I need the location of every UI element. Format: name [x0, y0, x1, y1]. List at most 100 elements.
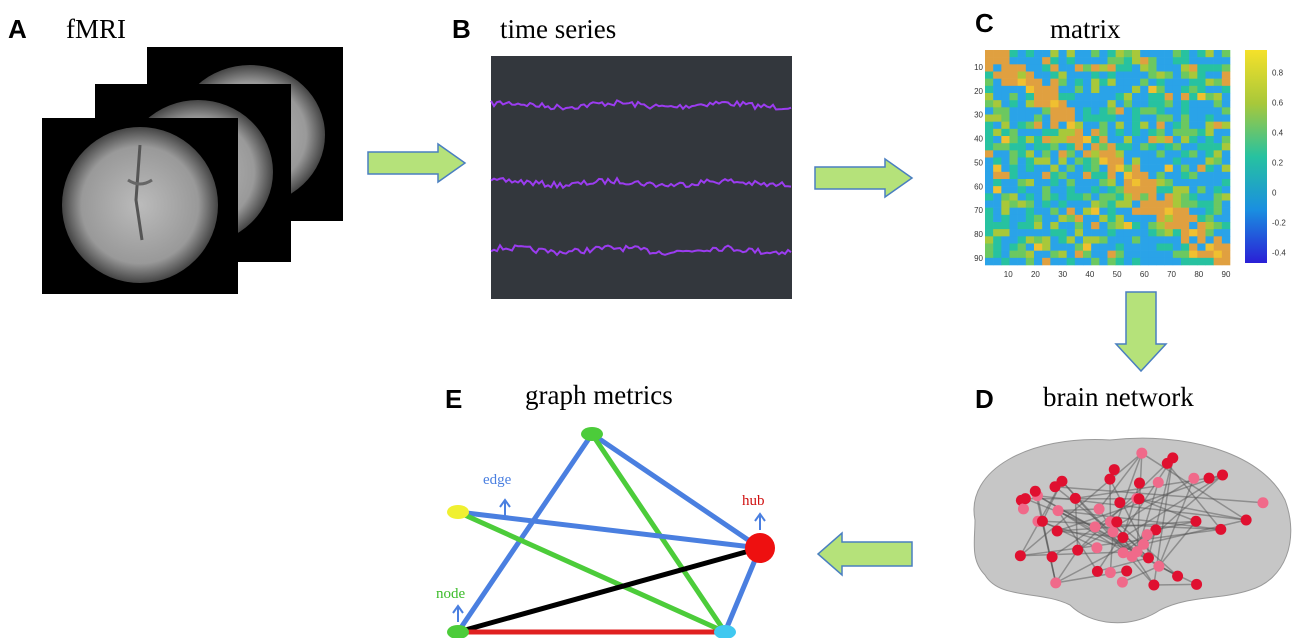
matrix-cell [1189, 57, 1197, 64]
matrix-cell [1034, 158, 1042, 165]
matrix-cell [1042, 72, 1050, 79]
matrix-cell [1026, 107, 1034, 114]
matrix-cell [1099, 64, 1107, 71]
matrix-cell [1132, 179, 1140, 186]
matrix-cell [1050, 215, 1058, 222]
matrix-cell [1132, 143, 1140, 150]
matrix-cell [993, 158, 1001, 165]
matrix-cell [1018, 72, 1026, 79]
matrix-cell [1083, 72, 1091, 79]
matrix-cell [1189, 258, 1197, 265]
network-node [1015, 550, 1026, 561]
matrix-cell [1034, 208, 1042, 215]
matrix-cell [1206, 222, 1214, 229]
matrix-cell [1026, 165, 1034, 172]
matrix-cell [1001, 93, 1009, 100]
matrix-cell [1173, 115, 1181, 122]
panel-title: brain network [1043, 382, 1194, 412]
matrix-cell [1116, 172, 1124, 179]
matrix-cell [1042, 79, 1050, 86]
matrix-cell [1116, 193, 1124, 200]
matrix-cell [1173, 79, 1181, 86]
matrix-cell [1124, 150, 1132, 157]
y-tick-label: 80 [974, 230, 983, 239]
matrix-cell [1083, 179, 1091, 186]
x-tick-label: 70 [1167, 270, 1176, 279]
matrix-cell [1148, 215, 1156, 222]
matrix-cell [1140, 158, 1148, 165]
matrix-cell [1197, 236, 1205, 243]
matrix-cell [1181, 93, 1189, 100]
matrix-cell [1173, 50, 1181, 57]
matrix-cell [1140, 186, 1148, 193]
matrix-cell [1189, 129, 1197, 136]
matrix-cell [1067, 57, 1075, 64]
network-node [1217, 470, 1228, 481]
matrix-cell [1099, 100, 1107, 107]
arrow [1116, 292, 1166, 371]
matrix-cell [1059, 258, 1067, 265]
matrix-cell [1083, 93, 1091, 100]
matrix-cell [1140, 208, 1148, 215]
matrix-cell [1140, 129, 1148, 136]
matrix-cell [1010, 179, 1018, 186]
matrix-cell [1214, 244, 1222, 251]
matrix-cell [1157, 50, 1165, 57]
matrix-cell [1116, 222, 1124, 229]
matrix-cell [1026, 215, 1034, 222]
matrix-cell [1132, 215, 1140, 222]
arrow [818, 533, 912, 575]
matrix-cell [1214, 115, 1222, 122]
matrix-cell [1197, 64, 1205, 71]
matrix-cell [1010, 86, 1018, 93]
matrix-cell [1018, 236, 1026, 243]
matrix-cell [1181, 100, 1189, 107]
matrix-cell [1067, 208, 1075, 215]
x-tick-label: 80 [1194, 270, 1203, 279]
x-tick-label: 20 [1031, 270, 1040, 279]
matrix-cell [1157, 179, 1165, 186]
matrix-cell [1157, 193, 1165, 200]
matrix-cell [1042, 208, 1050, 215]
matrix-cell [1116, 86, 1124, 93]
matrix-cell [1148, 100, 1156, 107]
matrix-cell [1083, 129, 1091, 136]
matrix-cell [1116, 136, 1124, 143]
matrix-cell [1018, 115, 1026, 122]
matrix-cell [1018, 93, 1026, 100]
matrix-cell [1050, 143, 1058, 150]
matrix-cell [1001, 129, 1009, 136]
matrix-cell [993, 64, 1001, 71]
matrix-cell [1132, 86, 1140, 93]
matrix-cell [1206, 57, 1214, 64]
matrix-cell [1222, 79, 1230, 86]
matrix-cell [1189, 193, 1197, 200]
matrix-cell [1173, 244, 1181, 251]
matrix-cell [1091, 215, 1099, 222]
colorbar-tick-label: 0 [1272, 189, 1277, 198]
matrix-cell [1042, 236, 1050, 243]
matrix-cell [1132, 222, 1140, 229]
matrix-cell [1132, 129, 1140, 136]
matrix-cell [1189, 186, 1197, 193]
matrix-cell [1189, 86, 1197, 93]
matrix-cell [1132, 136, 1140, 143]
matrix-cell [1010, 50, 1018, 57]
matrix-cell [1181, 222, 1189, 229]
panel-letter: B [452, 14, 471, 44]
matrix-cell [985, 179, 993, 186]
matrix-cell [1206, 236, 1214, 243]
matrix-cell [1050, 72, 1058, 79]
matrix-cell [1050, 179, 1058, 186]
matrix-cell [1034, 57, 1042, 64]
matrix-cell [1173, 258, 1181, 265]
matrix-cell [1075, 165, 1083, 172]
matrix-cell [1075, 172, 1083, 179]
matrix-cell [993, 136, 1001, 143]
node-label: node [436, 586, 466, 602]
matrix-cell [1001, 186, 1009, 193]
matrix-cell [1214, 100, 1222, 107]
matrix-cell [993, 129, 1001, 136]
matrix-cell [1157, 165, 1165, 172]
matrix-cell [1197, 229, 1205, 236]
